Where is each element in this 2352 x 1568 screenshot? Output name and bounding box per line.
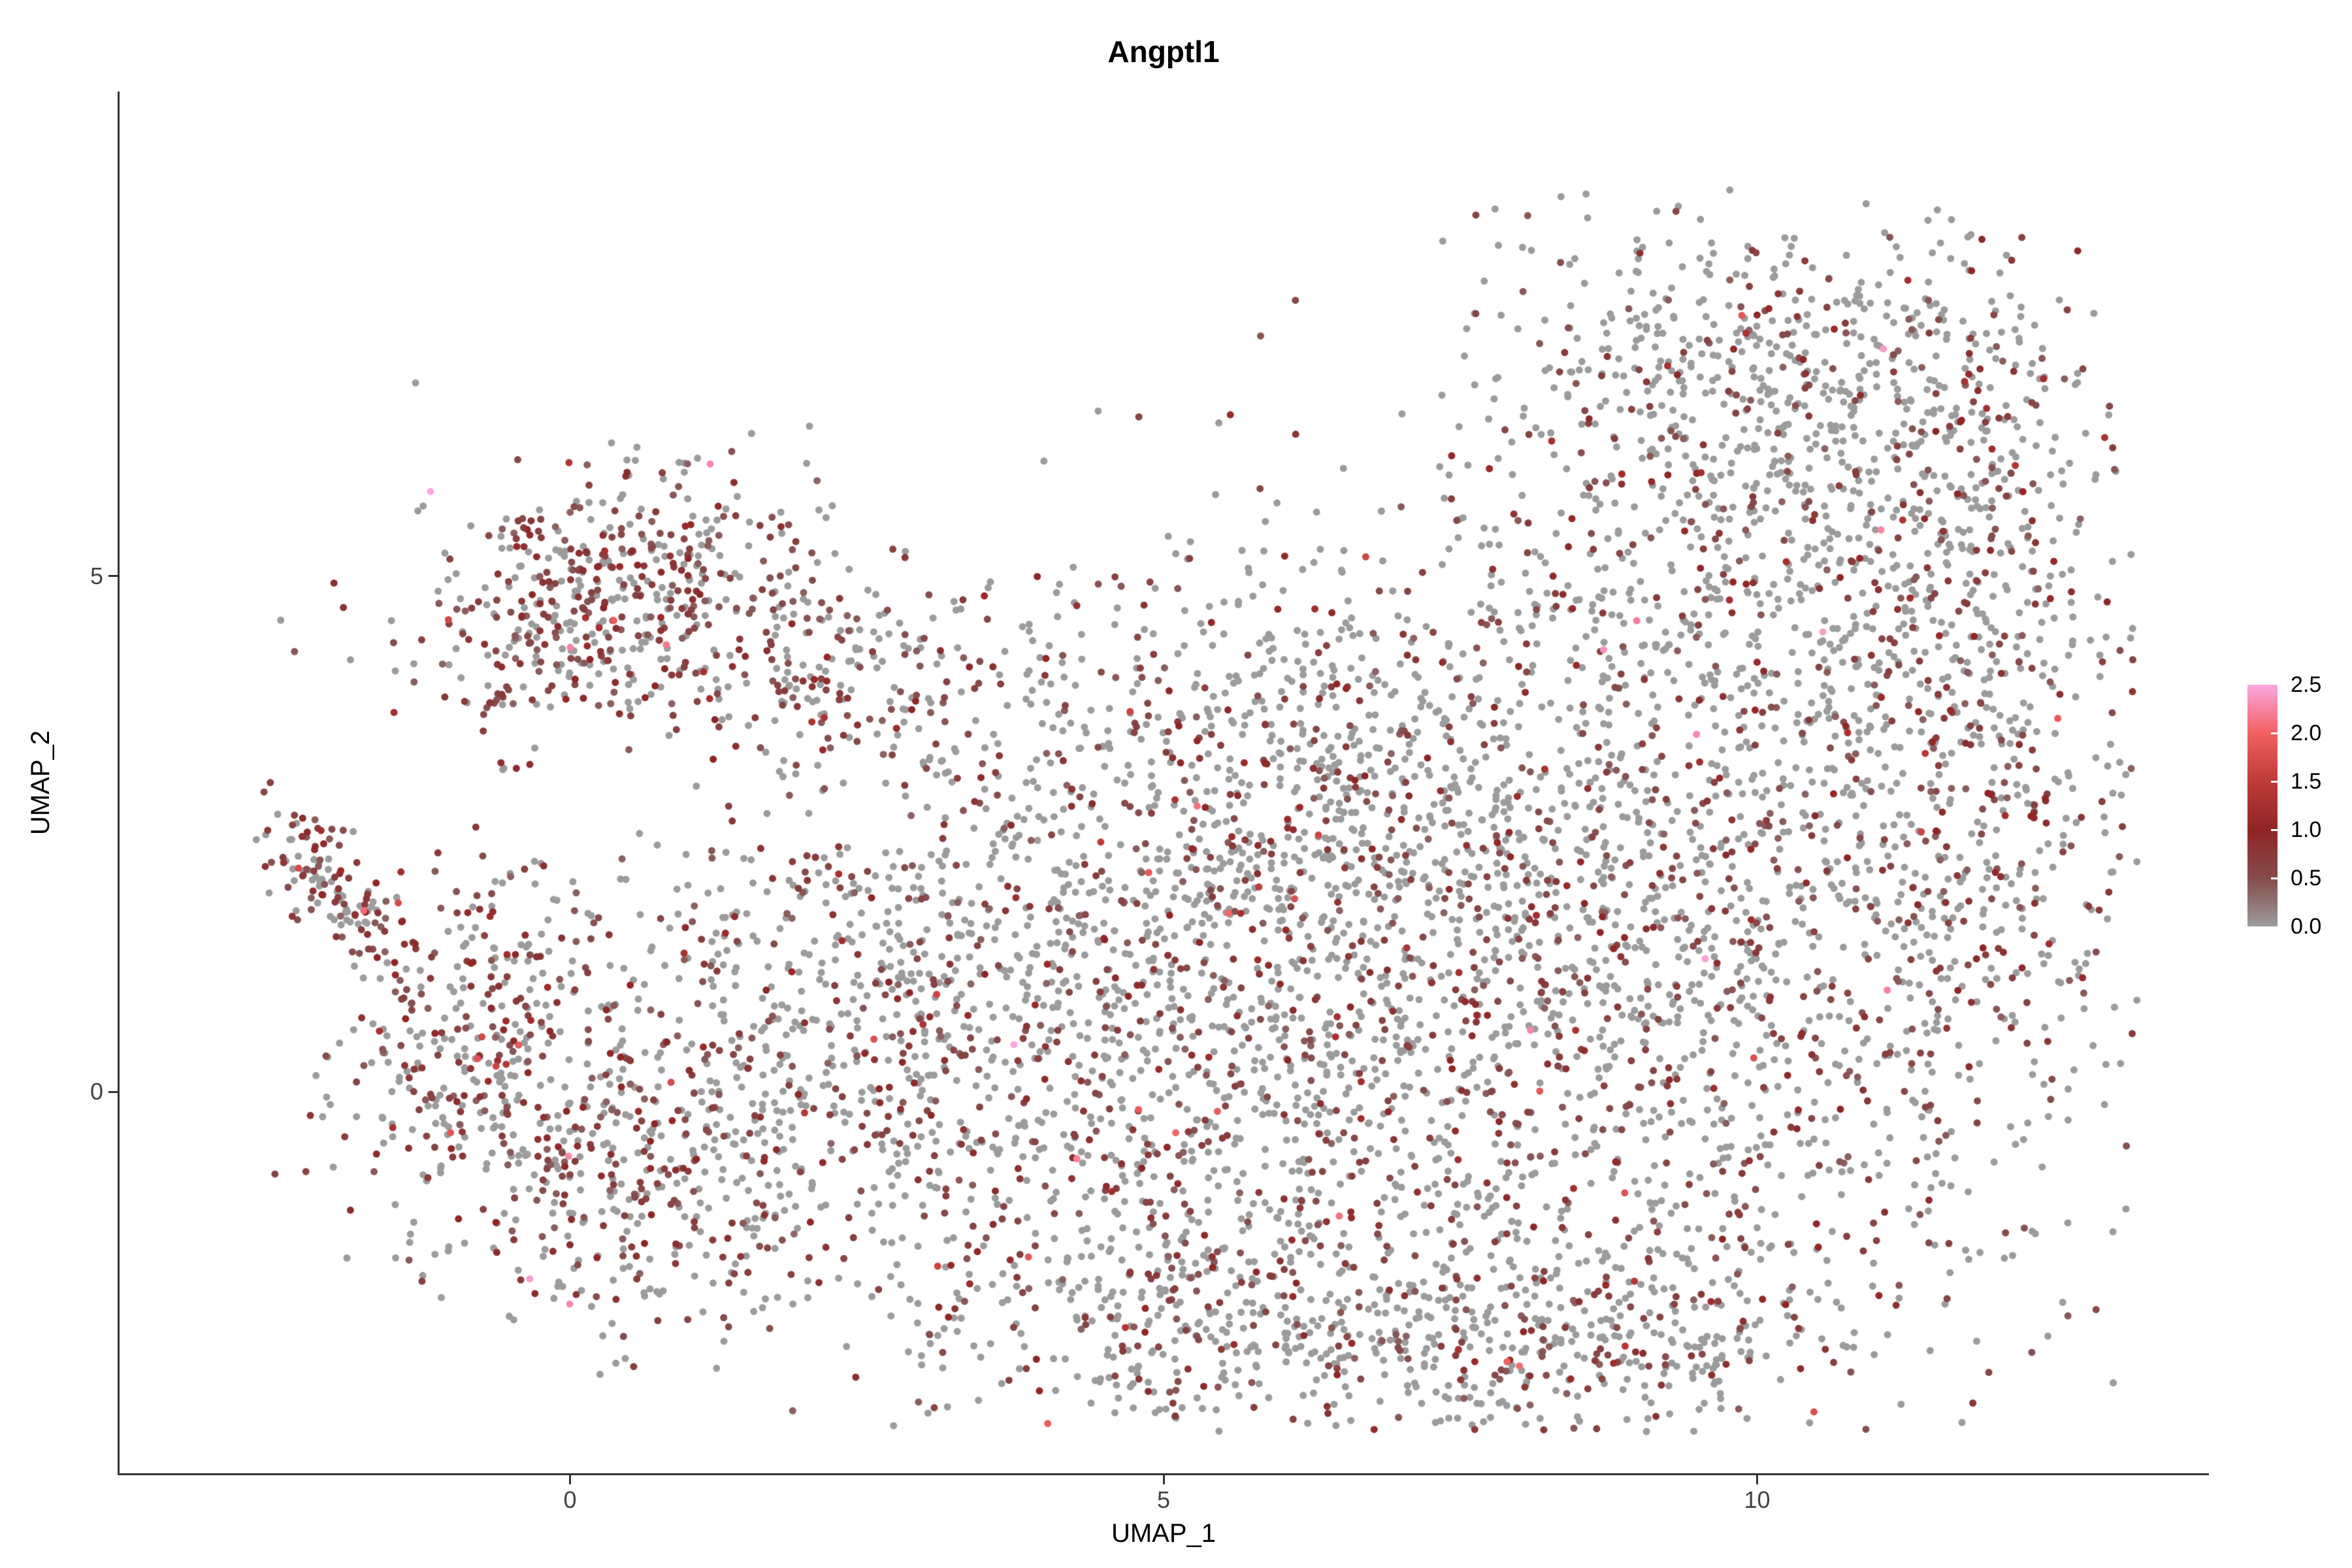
x-tick-label: 5 [1156,1486,1171,1513]
y-tick-mark [108,575,118,578]
legend-colorbar [2247,685,2278,926]
x-tick-label: 10 [1744,1486,1771,1513]
legend-tick-label: 2.0 [2291,721,2322,745]
x-axis-title: UMAP_1 [1111,1519,1217,1548]
legend-tick-mark [2271,732,2278,734]
x-tick-mark [568,1475,571,1484]
expression-legend: 2.5 2.0 1.5 1.0 0.5 0.0 [2247,672,2352,939]
legend-tick-mark [2271,877,2278,879]
y-tick-label: 0 [90,1078,103,1105]
x-tick-mark [1756,1475,1759,1484]
legend-tick-mark [2271,828,2278,831]
x-tick-mark [1162,1475,1165,1484]
legend-tick-label: 1.5 [2291,769,2322,794]
chart-title: Angptl1 [1107,35,1220,69]
x-tick-label: 0 [563,1486,577,1513]
legend-tick-label: 1.0 [2291,817,2322,842]
y-axis-line [118,91,120,1474]
legend-tick-label: 2.5 [2291,672,2322,697]
legend-tick-mark [2271,780,2278,783]
y-axis-title: UMAP_2 [26,730,55,836]
legend-tick-label: 0.5 [2291,866,2322,890]
legend-tick-label: 0.0 [2291,914,2322,939]
y-tick-label: 5 [90,562,103,589]
x-axis-line [118,1473,2209,1475]
y-tick-mark [108,1090,118,1093]
